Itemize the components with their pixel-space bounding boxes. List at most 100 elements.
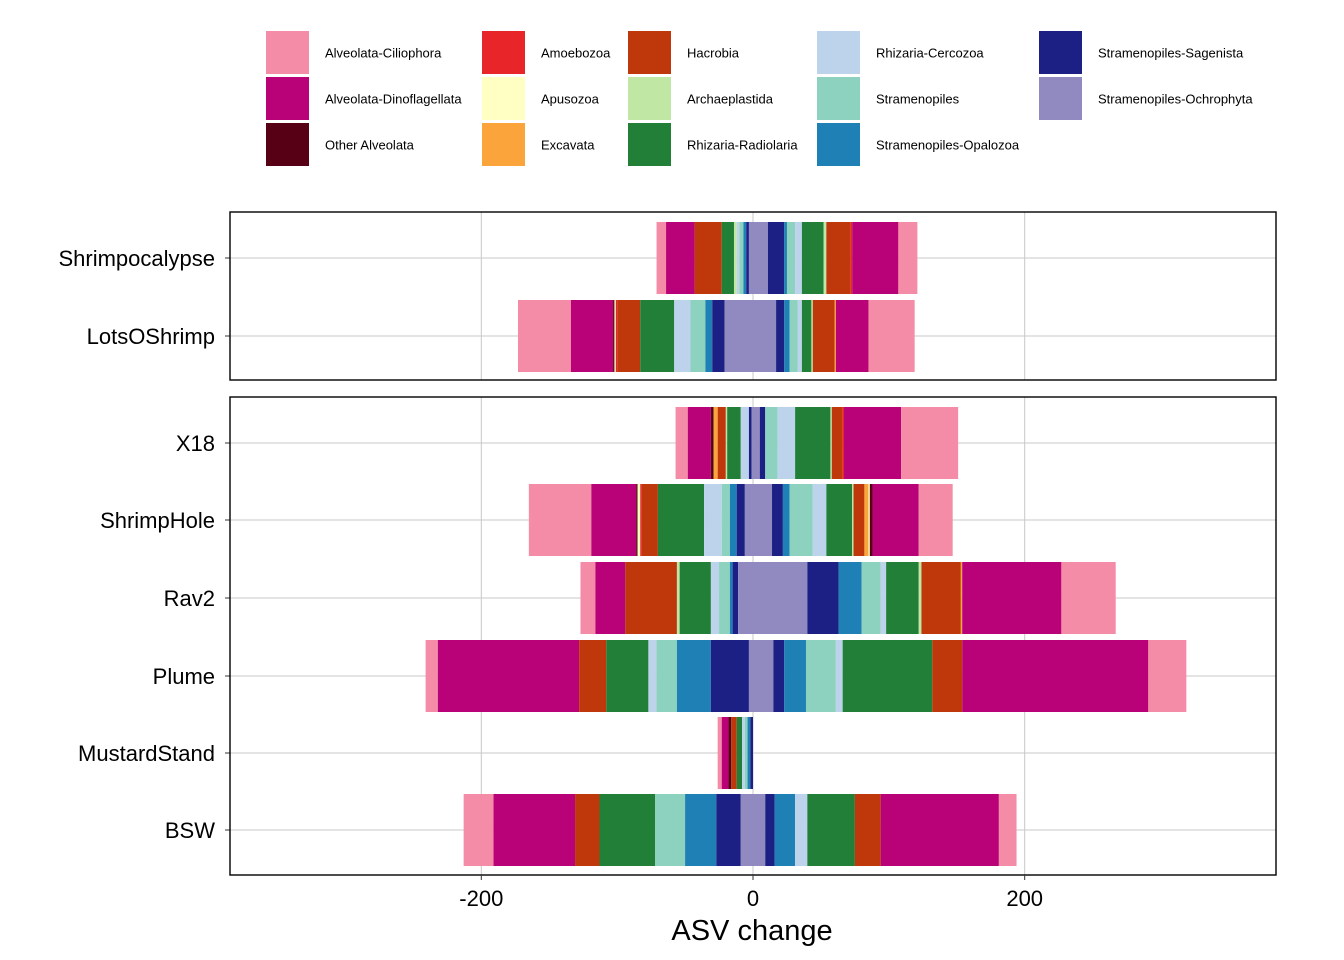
bar-segment: [795, 794, 808, 866]
legend-item-alveolata-ciliophora: Alveolata-Ciliophora: [266, 31, 442, 74]
bar-segment: [901, 407, 959, 479]
bar-segment: [721, 484, 730, 556]
x-axis-title: ASV change: [671, 915, 832, 947]
legend-label-alveolata-dinoflagellata: Alveolata-Dinoflagellata: [325, 92, 462, 107]
x-axis: -200 0 200: [459, 875, 1043, 911]
bar-segment: [774, 794, 796, 866]
panel-bottom: X18 ShrimpHole Rav2 Plume MustardStand BSW: [78, 396, 1277, 876]
legend-swatch-amoebozoa: [482, 31, 525, 74]
bar-segment: [674, 300, 691, 372]
bar-segment: [740, 794, 766, 866]
bar-segment: [727, 407, 741, 479]
bar-segment: [666, 222, 695, 294]
bar-plume: [425, 640, 1187, 712]
bar-segment: [710, 562, 720, 634]
bar-segment: [751, 407, 760, 479]
legend-item-stramenopiles-sagenista: Stramenopiles-Sagenista: [1039, 31, 1244, 74]
bar-segment: [614, 300, 616, 372]
bar-segment: [834, 300, 836, 372]
bar-segment: [740, 407, 749, 479]
bar-segment: [679, 562, 711, 634]
bar-shrimpocalypse: [656, 222, 918, 294]
bar-segment: [898, 222, 918, 294]
bar-segment: [676, 640, 711, 712]
bar-segment: [738, 562, 808, 634]
bar-segment: [1061, 562, 1116, 634]
category-label-bsw: BSW: [165, 818, 215, 843]
legend-swatch-excavata: [482, 123, 525, 166]
x-tick-label: 0: [747, 886, 759, 911]
bar-segment: [736, 222, 740, 294]
bar-segment: [844, 407, 902, 479]
legend-item-apusozoa: Apusozoa: [482, 77, 600, 120]
bar-segment: [750, 717, 753, 789]
bar-segment: [704, 484, 722, 556]
legend-swatch-hacrobia: [628, 31, 671, 74]
bar-segment: [784, 640, 806, 712]
bar-segment: [595, 562, 626, 634]
legend-item-amoebozoa: Amoebozoa: [482, 31, 611, 74]
bar-segment: [868, 484, 870, 556]
legend-label-alveolata-ciliophora: Alveolata-Ciliophora: [325, 46, 442, 61]
legend-item-hacrobia: Hacrobia: [628, 31, 740, 74]
legend-swatch-rhizaria-radiolaria: [628, 123, 671, 166]
bar-segment: [852, 222, 899, 294]
bar-segment: [789, 300, 798, 372]
legend-label-stramenopiles-opalozoa: Stramenopiles-Opalozoa: [876, 138, 1020, 153]
bar-segment: [880, 562, 887, 634]
bar-segment: [733, 222, 737, 294]
bar-segment: [823, 222, 827, 294]
bar-bsw: [463, 794, 1017, 866]
bar-segment: [869, 484, 873, 556]
bar-segment: [579, 640, 607, 712]
bar-segment: [743, 222, 747, 294]
legend-swatch-alveolata-dinoflagellata: [266, 77, 309, 120]
legend-swatch-stramenopiles-sagenista: [1039, 31, 1082, 74]
bar-segment: [625, 562, 677, 634]
legend-swatch-archaeplastida: [628, 77, 671, 120]
bar-segment: [807, 794, 855, 866]
bar-segment: [868, 300, 915, 372]
bar-segment: [655, 794, 686, 866]
bar-shrimphole: [528, 484, 953, 556]
bar-segment: [493, 794, 576, 866]
bar-segment: [591, 484, 637, 556]
bar-segment: [811, 300, 813, 372]
bar-segment: [580, 562, 596, 634]
panel-top: Shrimpocalypse LotsOShrimp: [58, 211, 1277, 381]
bar-segment: [765, 407, 778, 479]
bar-segment: [657, 484, 705, 556]
category-label-shrimphole: ShrimpHole: [100, 508, 215, 533]
bar-segment: [782, 484, 790, 556]
bar-segment: [736, 717, 743, 789]
bar-segment: [717, 407, 726, 479]
bar-segment: [850, 222, 853, 294]
bar-segment: [801, 222, 824, 294]
legend-item-alveolata-dinoflagellata: Alveolata-Dinoflagellata: [266, 77, 462, 120]
bar-segment: [797, 300, 802, 372]
bar-segment: [640, 300, 675, 372]
bar-segment: [772, 484, 783, 556]
bar-segment: [932, 640, 963, 712]
bar-segment: [690, 300, 706, 372]
legend-swatch-stramenopiles-ochrophyta: [1039, 77, 1082, 120]
bar-segment: [729, 562, 733, 634]
category-label-rav2: Rav2: [164, 586, 215, 611]
legend-label-rhizaria-cercozoa: Rhizaria-Cercozoa: [876, 46, 984, 61]
legend-swatch-stramenopiles: [817, 77, 860, 120]
bar-segment: [789, 484, 813, 556]
bar-segment: [437, 640, 580, 712]
bar-segment: [615, 300, 618, 372]
legend-label-amoebozoa: Amoebozoa: [541, 46, 611, 61]
bar-x18: [675, 407, 959, 479]
x-tick-label: 200: [1006, 886, 1043, 911]
legend-label-archaeplastida: Archaeplastida: [687, 92, 774, 107]
bar-segment: [812, 484, 827, 556]
bar-segment: [717, 717, 722, 789]
bar-segment: [777, 407, 796, 479]
legend-swatch-other-alveolata: [266, 123, 309, 166]
bar-segment: [746, 222, 749, 294]
legend-item-excavata: Excavata: [482, 123, 595, 166]
bar-segment: [795, 222, 802, 294]
